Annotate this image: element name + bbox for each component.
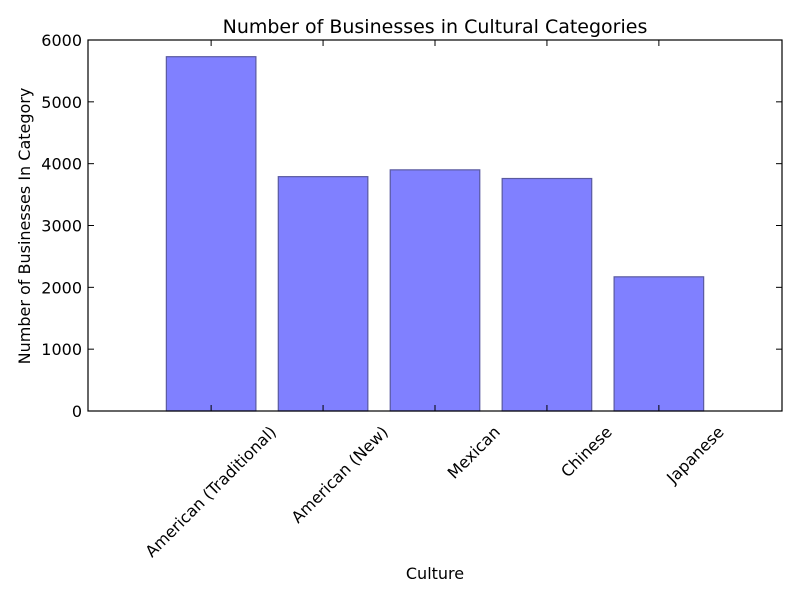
y-ticks-group: 0 1000 2000 3000 4000 5000 6000 bbox=[41, 31, 782, 421]
bar-american-new bbox=[277, 176, 369, 412]
x-tick-label: Japanese bbox=[662, 422, 728, 488]
bar-chinese bbox=[501, 177, 593, 412]
y-tick-label: 1000 bbox=[41, 340, 82, 359]
y-tick-label: 4000 bbox=[41, 155, 82, 174]
bar-mexican bbox=[389, 169, 481, 412]
bars-group bbox=[165, 56, 705, 412]
y-tick-label: 0 bbox=[72, 402, 82, 421]
y-tick-label: 2000 bbox=[41, 278, 82, 297]
plot-frame bbox=[87, 39, 783, 412]
x-tick-label: Mexican bbox=[444, 422, 504, 482]
x-tick-label: American (Traditional) bbox=[141, 422, 280, 561]
x-tick-label: Chinese bbox=[557, 422, 616, 481]
chart-title: Number of Businesses in Cultural Categor… bbox=[223, 16, 648, 38]
y-axis-title: Number of Businesses In Category bbox=[15, 88, 34, 365]
y-tick-label: 6000 bbox=[41, 31, 82, 50]
y-tick-label: 5000 bbox=[41, 93, 82, 112]
x-axis-title: Culture bbox=[406, 564, 464, 583]
x-tick-label: American (New) bbox=[288, 422, 392, 526]
y-tick-label: 3000 bbox=[41, 217, 82, 236]
bar-japanese bbox=[613, 276, 705, 412]
bar-american-traditional bbox=[165, 56, 257, 412]
